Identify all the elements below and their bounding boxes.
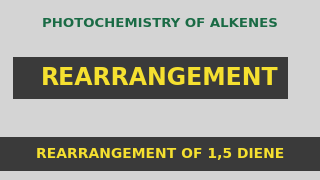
FancyBboxPatch shape (13, 57, 288, 99)
Text: PHOTOCHEMISTRY OF ALKENES: PHOTOCHEMISTRY OF ALKENES (42, 17, 278, 30)
Text: REARRANGEMENT: REARRANGEMENT (41, 66, 279, 90)
Text: REARRANGEMENT OF 1,5 DIENE: REARRANGEMENT OF 1,5 DIENE (36, 147, 284, 161)
FancyBboxPatch shape (0, 137, 320, 171)
